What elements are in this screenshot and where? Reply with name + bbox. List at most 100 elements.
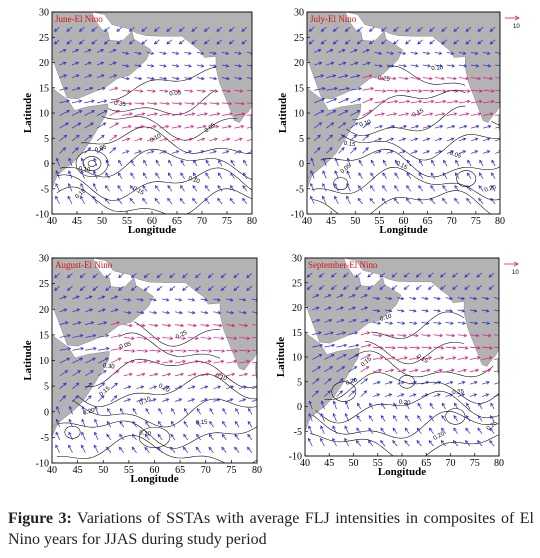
wind-vector [481,309,490,313]
wind-vector [251,349,257,352]
y-axis-label: Latitude [22,93,34,133]
wind-vector [410,64,419,68]
wind-vector [66,26,73,32]
wind-vector [358,159,363,167]
y-tick-label: 0 [297,402,302,413]
wind-vector [121,76,130,81]
wind-vector [310,157,315,167]
sst-contour-loop [456,170,477,188]
wind-vector [146,89,156,93]
wind-vector [324,343,336,348]
wind-vector [242,197,248,205]
wind-vector [54,273,60,279]
wind-vector [464,284,471,290]
wind-vector [103,39,110,45]
wind-vector [174,298,183,302]
wind-vector [394,172,399,179]
wind-vector [106,446,112,453]
wind-vector [84,74,93,78]
wind-vector [149,323,159,328]
wind-vector [96,74,105,78]
wind-vector [222,407,227,415]
wind-vector [336,306,344,311]
wind-vector [97,395,105,402]
wind-vector [121,51,130,55]
x-tick-label: 45 [73,465,83,476]
wind-vector [238,398,247,402]
wind-vector [187,398,196,402]
wind-vector [326,147,333,154]
wind-vector [134,89,144,93]
wind-vector [105,172,110,179]
sst-contour [56,167,252,201]
wind-vector [59,99,70,104]
wind-vector [132,433,137,441]
wind-vector [59,147,67,154]
wind-vector [55,418,61,428]
wind-vector [490,402,495,410]
wind-vector [374,112,385,116]
wind-vector [362,87,375,91]
wind-vector [184,101,195,106]
wind-vector [107,407,112,415]
wind-vector [419,159,424,167]
y-tick-label: 10 [39,109,49,120]
wind-vector [416,427,422,434]
wind-vector [55,431,61,441]
sst-contour-loop [82,156,102,171]
wind-vector [226,372,236,377]
wind-vector [494,381,499,385]
wind-vector [157,446,163,453]
wind-vector [184,112,196,116]
wind-vector [391,284,398,290]
wind-vector [434,124,444,129]
x-tick-label: 80 [252,465,262,476]
wind-vector [458,51,467,55]
wind-vector [360,354,372,360]
wind-vector [159,101,170,106]
wind-vector [397,296,405,301]
wind-vector [123,359,135,364]
wind-vector [192,185,198,192]
wind-vector [491,159,496,167]
wind-vector [143,273,150,279]
wind-vector [226,349,238,353]
x-tick-label: 70 [446,458,456,469]
wind-vector [326,110,337,116]
wind-vector [243,159,248,167]
wind-vector [174,323,185,328]
wind-vector [105,185,110,192]
x-tick-label: 80 [247,216,257,227]
reference-value: 10 [512,270,519,276]
panel-title: July-El Nino [310,14,357,24]
wind-vector [309,195,315,205]
wind-vector [98,334,110,338]
wind-vector [234,51,242,55]
wind-vector [53,39,60,45]
x-tick-label: 55 [122,216,132,227]
wind-vector [187,336,199,340]
wind-vector [238,372,249,377]
wind-vector [55,182,60,192]
x-tick-label: 75 [470,458,480,469]
x-tick-label: 45 [324,458,334,469]
wind-vector [495,51,500,55]
y-tick-label: -10 [36,210,49,221]
wind-vector [356,39,363,45]
wind-vector [184,64,192,68]
wind-vector [93,444,99,453]
wind-vector [196,407,201,415]
wind-vector [71,74,80,78]
wind-vector [465,440,471,447]
sst-contour [370,311,465,339]
wind-vector [454,402,459,410]
wind-vector [372,356,384,360]
wind-vector [434,112,446,116]
wind-vector [445,368,455,373]
wind-vector [418,172,424,179]
wind-vector [66,285,73,291]
wind-vector [374,137,382,142]
wind-vector [226,323,236,328]
wind-vector [72,370,81,377]
wind-vector [71,86,81,91]
